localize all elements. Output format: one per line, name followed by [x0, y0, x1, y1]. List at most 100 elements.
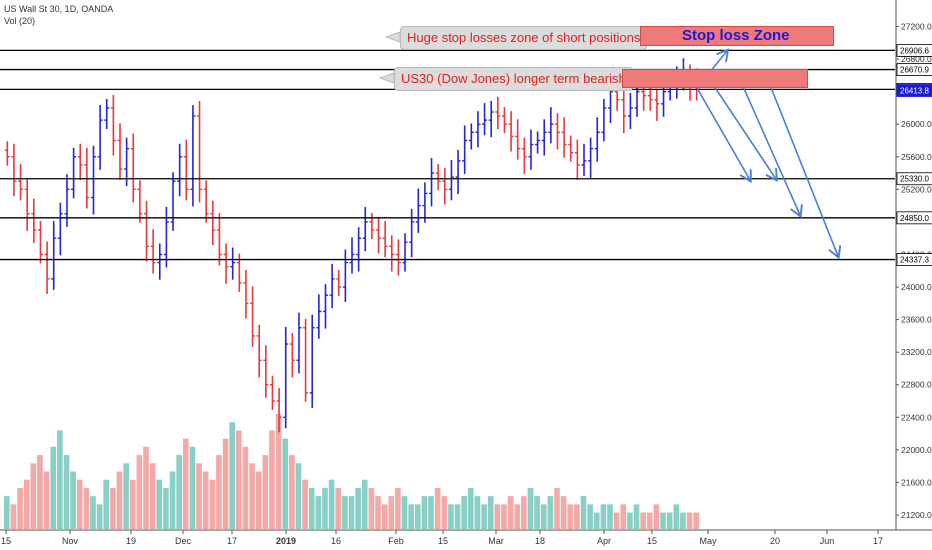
- callout-stop-losses: Huge stop losses zone of short positions: [400, 26, 648, 50]
- volume-bar: [156, 479, 163, 529]
- volume-bar: [10, 504, 17, 529]
- price-mark: 25330.0: [896, 172, 932, 186]
- volume-bar: [414, 504, 421, 529]
- candle: [203, 180, 209, 223]
- volume-bar: [348, 496, 355, 529]
- volume-bar: [50, 446, 57, 529]
- time-tick-label: 15: [1, 536, 11, 546]
- volume-bar: [580, 496, 587, 529]
- volume-bar: [494, 504, 501, 529]
- volume-bar: [620, 504, 627, 529]
- candle: [588, 137, 594, 178]
- volume-bar: [395, 487, 401, 529]
- volume-bar: [63, 455, 70, 529]
- stop-loss-zone: [622, 69, 808, 88]
- candle: [342, 249, 348, 303]
- candle: [521, 137, 527, 174]
- volume-bar: [368, 487, 375, 529]
- callout-pointer: [384, 31, 401, 43]
- candle: [177, 143, 183, 197]
- candle: [402, 233, 408, 272]
- candle: [634, 82, 640, 117]
- volume-bar: [163, 487, 169, 529]
- volume-bar: [501, 504, 507, 529]
- price-mark-badge: [896, 84, 932, 97]
- volume-bar: [434, 487, 441, 529]
- price-mark-label: 26906.6: [900, 46, 929, 55]
- candle: [11, 143, 17, 197]
- volume-bar: [43, 471, 50, 529]
- volume-bar: [90, 496, 96, 529]
- volume-bar: [428, 496, 434, 529]
- candle: [163, 206, 169, 268]
- volume-bar: [521, 496, 527, 529]
- candle: [541, 119, 547, 156]
- candle: [482, 103, 488, 136]
- volume-bar: [355, 487, 361, 529]
- candle: [462, 125, 468, 174]
- price-tick-label: 23600.0: [901, 315, 932, 325]
- volume-bar: [196, 463, 202, 529]
- price-tick-label: 23200.0: [901, 347, 932, 357]
- candle: [468, 123, 474, 150]
- volume-bar: [143, 446, 149, 529]
- volume-bar: [315, 496, 322, 529]
- volume-bar: [229, 422, 235, 529]
- candle: [495, 96, 501, 130]
- volume-bar: [70, 471, 76, 529]
- time-tick-label: Jun: [820, 536, 835, 546]
- time-tick-label: 20: [770, 536, 780, 546]
- time-tick-label: 15: [438, 536, 448, 546]
- candle: [601, 98, 607, 142]
- volume-bar: [421, 496, 428, 529]
- volume-bar: [587, 504, 593, 529]
- candle: [455, 149, 461, 195]
- volume-bar: [328, 479, 335, 529]
- candle: [488, 100, 494, 138]
- candle: [535, 131, 541, 154]
- candle: [548, 107, 554, 144]
- candle: [296, 312, 302, 374]
- price-mark: 24850.0: [896, 211, 932, 225]
- candle: [197, 100, 203, 203]
- candle: [654, 88, 660, 121]
- volume-bar: [540, 504, 547, 529]
- projection-arrow: [696, 87, 750, 180]
- volume-bar: [76, 479, 83, 529]
- volume-bar: [401, 496, 408, 529]
- volume-bar: [149, 463, 156, 529]
- volume-bar: [176, 455, 182, 529]
- candle: [561, 117, 567, 158]
- candle: [64, 174, 70, 227]
- candle: [415, 188, 421, 233]
- candle: [429, 157, 435, 207]
- stop-loss-label-box: [640, 26, 834, 46]
- candle: [110, 94, 116, 156]
- candle: [51, 221, 57, 290]
- volume-bar: [222, 438, 229, 529]
- candle: [90, 145, 96, 215]
- candle: [574, 139, 580, 180]
- volume-bar: [514, 504, 521, 529]
- candle: [515, 119, 521, 160]
- candle: [31, 198, 37, 244]
- candle: [124, 137, 130, 187]
- volume-bar: [242, 446, 249, 529]
- price-tick-label: 22000.0: [901, 445, 932, 455]
- candle: [256, 324, 262, 378]
- volume-bar: [289, 455, 295, 529]
- stop-loss-label: Stop loss Zone: [682, 27, 790, 44]
- volume-bar: [487, 496, 494, 529]
- volume-bar: [666, 512, 673, 529]
- volume-bar: [646, 512, 653, 529]
- candle: [362, 206, 368, 252]
- price-mark: 26670.9: [896, 63, 932, 76]
- volume-bar: [57, 430, 63, 529]
- projection-arrow: [711, 82, 776, 179]
- candle: [269, 375, 275, 410]
- candle: [183, 139, 189, 201]
- candle: [216, 212, 222, 266]
- price-tick-label: 25200.0: [901, 184, 932, 194]
- time-tick-label: 15: [647, 536, 657, 546]
